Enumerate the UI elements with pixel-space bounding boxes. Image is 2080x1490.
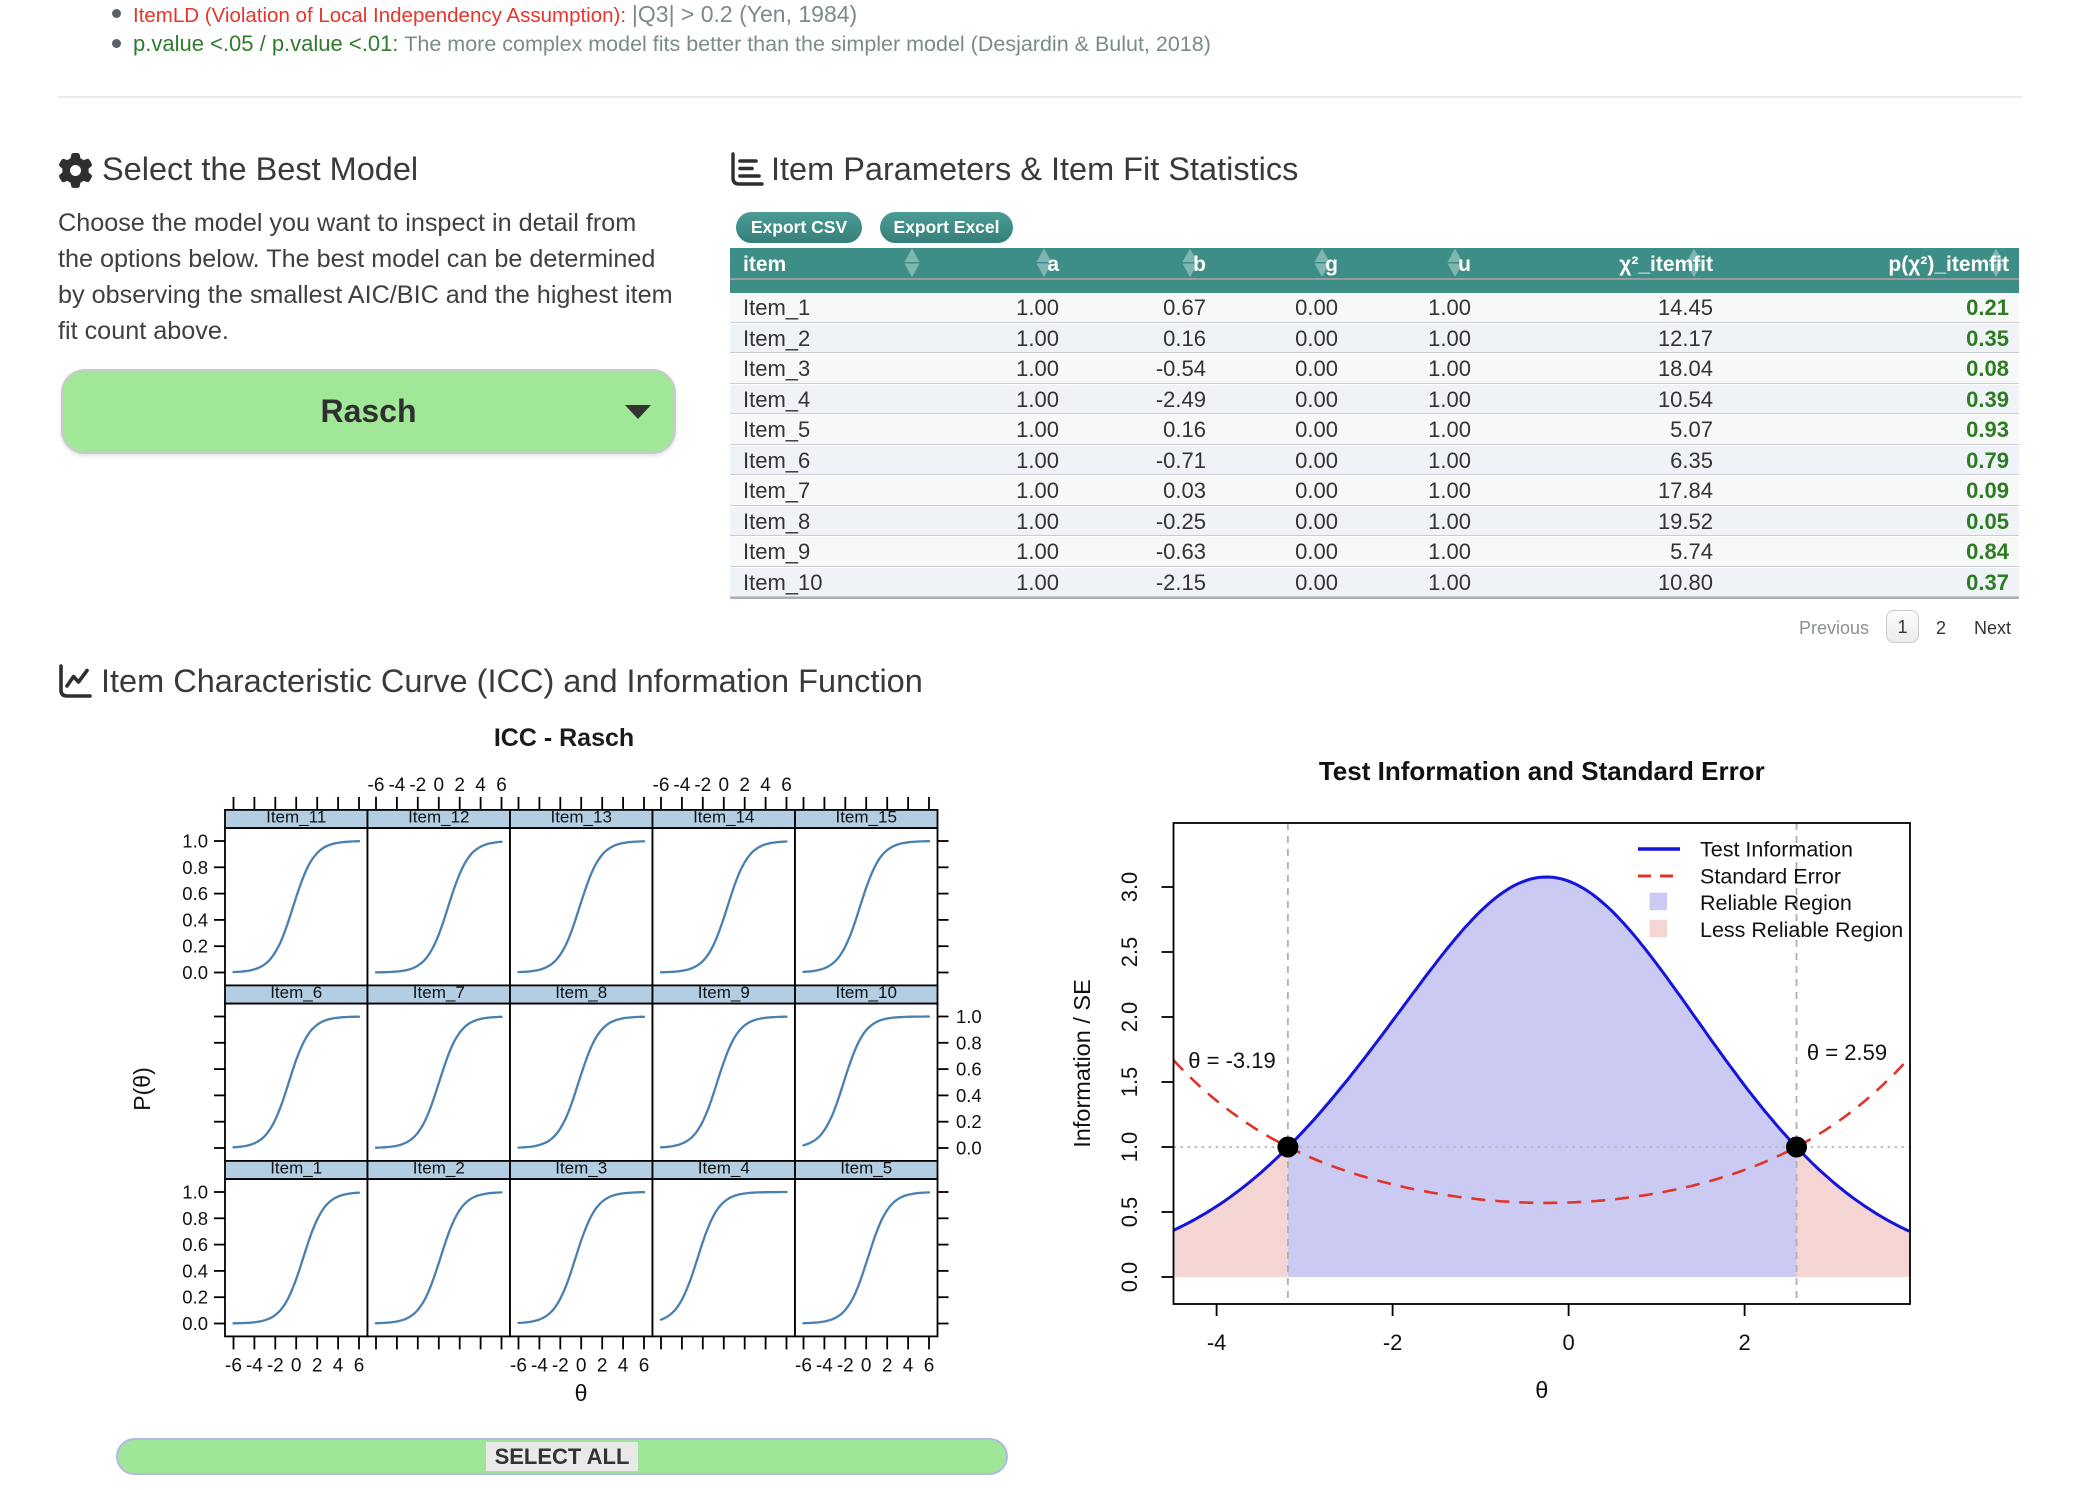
svg-text:Item_7: Item_7: [413, 983, 465, 1002]
svg-text:0.6: 0.6: [182, 1234, 208, 1255]
svg-text:2: 2: [312, 1355, 323, 1376]
svg-text:-6: -6: [368, 775, 385, 796]
svg-text:Item_1: Item_1: [270, 1159, 322, 1178]
svg-text:-2: -2: [837, 1355, 854, 1376]
svg-text:0: 0: [291, 1355, 302, 1376]
svg-text:Item_4: Item_4: [698, 1159, 750, 1178]
svg-text:Item_12: Item_12: [408, 808, 469, 827]
svg-text:6: 6: [924, 1355, 935, 1376]
svg-text:Item_15: Item_15: [835, 808, 896, 827]
svg-text:-2: -2: [552, 1355, 569, 1376]
svg-text:3.0: 3.0: [1117, 872, 1142, 903]
svg-text:-6: -6: [225, 1355, 242, 1376]
svg-text:Item_6: Item_6: [270, 983, 322, 1002]
svg-text:Item_13: Item_13: [550, 808, 611, 827]
svg-text:0.2: 0.2: [182, 1287, 208, 1308]
svg-text:-2: -2: [694, 775, 711, 796]
svg-text:4: 4: [903, 1355, 914, 1376]
svg-text:Item_10: Item_10: [835, 983, 896, 1002]
svg-text:θ: θ: [575, 1380, 588, 1406]
svg-text:-2: -2: [1383, 1330, 1403, 1355]
svg-text:Item_11: Item_11: [266, 808, 326, 827]
svg-text:-4: -4: [673, 775, 690, 796]
svg-text:2: 2: [1738, 1330, 1750, 1355]
svg-text:4: 4: [760, 775, 771, 796]
svg-text:2: 2: [739, 775, 750, 796]
svg-text:0.4: 0.4: [956, 1085, 982, 1106]
svg-text:0.0: 0.0: [182, 1313, 208, 1334]
svg-text:1.0: 1.0: [1117, 1132, 1142, 1163]
svg-text:θ: θ: [1535, 1377, 1548, 1403]
svg-text:0: 0: [434, 775, 445, 796]
svg-text:Item_5: Item_5: [840, 1159, 892, 1178]
svg-text:1.0: 1.0: [182, 831, 208, 852]
svg-text:Item_3: Item_3: [555, 1159, 607, 1178]
svg-text:0.5: 0.5: [1117, 1197, 1142, 1228]
svg-text:Test Information and Standard: Test Information and Standard Error: [1319, 756, 1765, 786]
svg-text:0: 0: [861, 1355, 872, 1376]
svg-text:-4: -4: [388, 775, 405, 796]
svg-text:-4: -4: [1207, 1330, 1227, 1355]
svg-text:-4: -4: [531, 1355, 548, 1376]
svg-text:6: 6: [496, 775, 507, 796]
svg-text:0: 0: [576, 1355, 587, 1376]
svg-text:θ = -3.19: θ = -3.19: [1188, 1048, 1275, 1073]
svg-text:1.5: 1.5: [1117, 1067, 1142, 1098]
svg-text:Standard Error: Standard Error: [1700, 864, 1841, 888]
svg-text:-4: -4: [816, 1355, 833, 1376]
svg-text:4: 4: [618, 1355, 629, 1376]
svg-text:6: 6: [781, 775, 792, 796]
svg-text:2.5: 2.5: [1117, 937, 1142, 968]
svg-text:2: 2: [597, 1355, 608, 1376]
svg-text:1.0: 1.0: [956, 1006, 982, 1027]
svg-text:Item_9: Item_9: [698, 983, 750, 1002]
svg-text:0.4: 0.4: [182, 909, 208, 930]
svg-text:-6: -6: [653, 775, 670, 796]
svg-text:P(θ): P(θ): [130, 1067, 155, 1110]
svg-text:0.0: 0.0: [1117, 1262, 1142, 1293]
svg-text:0.0: 0.0: [182, 962, 208, 983]
svg-text:-6: -6: [795, 1355, 812, 1376]
svg-text:1.0: 1.0: [182, 1182, 208, 1203]
svg-text:Item_14: Item_14: [693, 808, 754, 827]
svg-text:0.2: 0.2: [956, 1111, 982, 1132]
svg-text:-4: -4: [246, 1355, 263, 1376]
svg-text:0.4: 0.4: [182, 1260, 208, 1281]
svg-text:-2: -2: [409, 775, 426, 796]
svg-text:0.8: 0.8: [182, 1208, 208, 1229]
svg-text:2: 2: [882, 1355, 893, 1376]
svg-text:Less Reliable Region: Less Reliable Region: [1700, 918, 1903, 942]
svg-text:0.8: 0.8: [956, 1032, 982, 1053]
svg-text:0.2: 0.2: [182, 936, 208, 957]
svg-text:4: 4: [333, 1355, 344, 1376]
svg-text:Information / SE: Information / SE: [1069, 979, 1095, 1148]
svg-text:6: 6: [354, 1355, 365, 1376]
svg-text:Test Information: Test Information: [1700, 838, 1853, 862]
svg-text:0.0: 0.0: [956, 1138, 982, 1159]
svg-text:Item_8: Item_8: [555, 983, 607, 1002]
svg-text:4: 4: [475, 775, 486, 796]
svg-text:ICC - Rasch: ICC - Rasch: [494, 724, 634, 752]
svg-text:θ = 2.59: θ = 2.59: [1807, 1040, 1887, 1065]
svg-text:Item_2: Item_2: [413, 1159, 465, 1178]
svg-text:2.0: 2.0: [1117, 1002, 1142, 1033]
svg-text:-2: -2: [267, 1355, 284, 1376]
svg-text:0.8: 0.8: [182, 857, 208, 878]
svg-text:0: 0: [719, 775, 730, 796]
svg-text:2: 2: [454, 775, 465, 796]
svg-text:0.6: 0.6: [182, 883, 208, 904]
svg-text:6: 6: [639, 1355, 650, 1376]
svg-text:0.6: 0.6: [956, 1059, 982, 1080]
svg-text:Reliable Region: Reliable Region: [1700, 891, 1852, 915]
svg-text:-6: -6: [510, 1355, 527, 1376]
svg-text:0: 0: [1562, 1330, 1574, 1355]
